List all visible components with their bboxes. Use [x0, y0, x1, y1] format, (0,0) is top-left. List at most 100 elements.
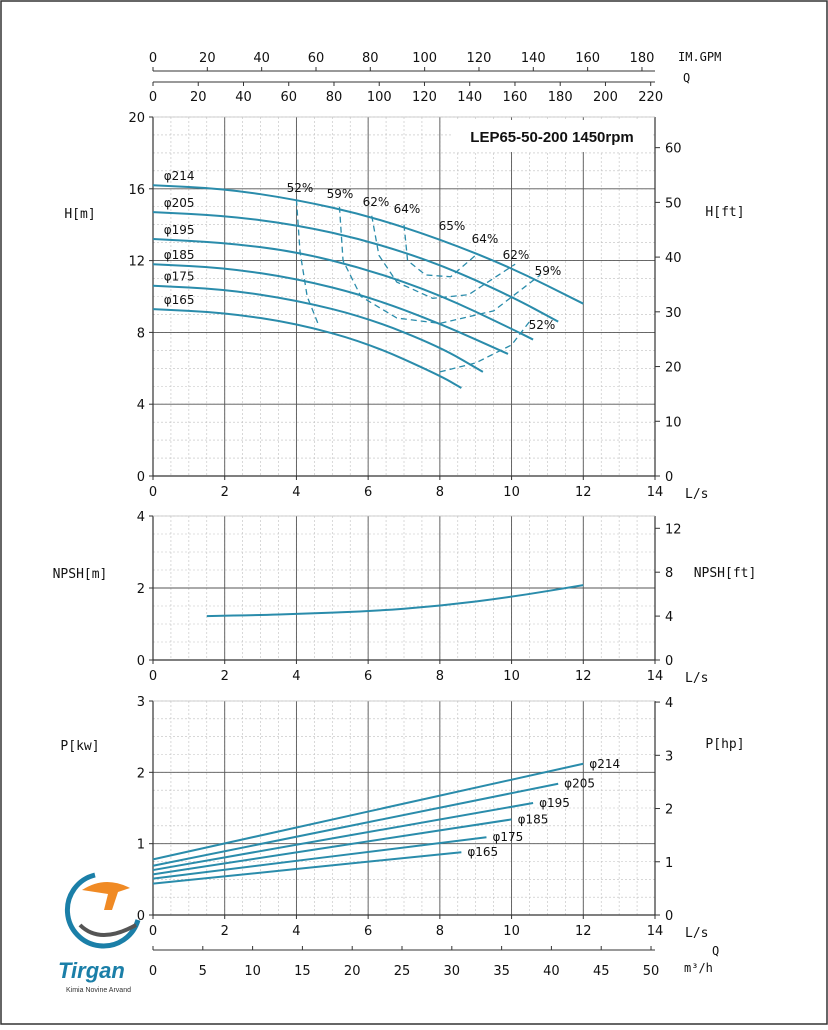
- impeller-label: φ195: [539, 796, 570, 810]
- logo-gear-arc: [78, 923, 137, 937]
- impeller-label: φ185: [518, 812, 549, 826]
- series-line-power-1: [152, 782, 559, 867]
- chart-title: LEP65-50-200 1450rpm: [470, 129, 633, 146]
- y-tick-label: 4: [137, 398, 145, 413]
- efficiency-label: 64%: [472, 232, 499, 246]
- x-tick-label: 6: [364, 485, 372, 500]
- q-tick-label: 220: [638, 90, 663, 105]
- gpm-tick-label: 100: [412, 51, 437, 66]
- x-tick-label: 4: [292, 485, 300, 500]
- logo-name: Tirgan: [58, 958, 125, 983]
- logo-t-shape: [82, 881, 130, 910]
- y2-tick-label: 4: [665, 610, 673, 625]
- series-line-power-4: [152, 836, 487, 880]
- efficiency-label: 62%: [503, 248, 530, 262]
- y2-tick-label: 0: [665, 909, 673, 924]
- q-tick-label: 200: [593, 90, 618, 105]
- series-line-head-0: [152, 184, 584, 305]
- y2-tick-label: 10: [665, 415, 682, 430]
- gpm-tick-label: 180: [630, 51, 655, 66]
- impeller-label: φ214: [164, 169, 195, 183]
- series-line-power-0: [152, 762, 584, 861]
- title-box: [453, 120, 652, 152]
- series-line-power-3: [152, 818, 512, 876]
- q-tick-label: 40: [235, 90, 252, 105]
- q-tick-label: 140: [457, 90, 482, 105]
- efficiency-label: 59%: [327, 187, 354, 201]
- q-tick-label: 120: [412, 90, 437, 105]
- y-tick-label: 20: [128, 111, 145, 126]
- m3h-tick-label: 15: [294, 964, 311, 979]
- y-tick-label: 0: [137, 470, 145, 485]
- y2-tick-label: 0: [665, 470, 673, 485]
- y-tick-label: 0: [137, 909, 145, 924]
- y2-axis-title: P[hp]: [705, 737, 744, 752]
- series-line-npsh-0: [206, 584, 584, 618]
- y2-tick-label: 2: [665, 803, 673, 818]
- gpm-tick-label: 20: [199, 51, 216, 66]
- q-tick-label: 80: [326, 90, 343, 105]
- y2-axis-title: NPSH[ft]: [694, 566, 757, 581]
- y2-tick-label: 50: [665, 196, 682, 211]
- x-tick-label: 0: [149, 485, 157, 500]
- y-tick-label: 12: [128, 255, 145, 270]
- x-axis-unit: L/s: [685, 926, 708, 941]
- series-line-head-2: [152, 238, 534, 341]
- y-tick-label: 2: [137, 582, 145, 597]
- impeller-label: φ175: [492, 830, 523, 844]
- x-tick-label: 10: [503, 485, 520, 500]
- gpm-tick-label: 0: [149, 51, 157, 66]
- x-tick-label: 14: [647, 485, 664, 500]
- efficiency-label: 62%: [363, 195, 390, 209]
- impeller-label: φ195: [164, 223, 195, 237]
- x-tick-label: 0: [149, 924, 157, 939]
- bottom-q-label: Q: [712, 944, 719, 958]
- efficiency-label: 52%: [529, 318, 556, 332]
- y-tick-label: 16: [128, 183, 145, 198]
- x-tick-label: 2: [221, 669, 229, 684]
- series-line-power-5: [152, 851, 462, 885]
- series-line-head-1: [152, 211, 559, 323]
- y-tick-label: 1: [137, 838, 145, 853]
- efficiency-contour: [439, 321, 531, 373]
- y2-tick-label: 1: [665, 856, 673, 871]
- x-tick-label: 12: [575, 669, 592, 684]
- q-tick-label: 0: [149, 90, 157, 105]
- y-tick-label: 0: [137, 654, 145, 669]
- gpm-tick-label: 80: [362, 51, 379, 66]
- m3h-tick-label: 40: [543, 964, 560, 979]
- y2-tick-label: 0: [665, 654, 673, 669]
- efficiency-label: 65%: [439, 219, 466, 233]
- x-tick-label: 0: [149, 669, 157, 684]
- y2-tick-label: 40: [665, 251, 682, 266]
- y2-axis-title: H[ft]: [705, 205, 744, 220]
- efficiency-label: 64%: [394, 202, 421, 216]
- m3h-tick-label: 45: [593, 964, 610, 979]
- series-line-head-4: [152, 284, 484, 373]
- m3h-tick-label: 35: [493, 964, 510, 979]
- gpm-tick-label: 40: [253, 51, 270, 66]
- gpm-tick-label: 140: [521, 51, 546, 66]
- y2-tick-label: 20: [665, 361, 682, 376]
- x-tick-label: 6: [364, 924, 372, 939]
- q-tick-label: 60: [280, 90, 297, 105]
- x-axis-unit: L/s: [685, 671, 708, 686]
- efficiency-contour: [295, 199, 319, 324]
- y2-tick-label: 3: [665, 749, 673, 764]
- m3h-tick-label: 0: [149, 964, 157, 979]
- x-tick-label: 8: [436, 669, 444, 684]
- y-tick-label: 3: [137, 695, 145, 710]
- x-tick-label: 2: [221, 924, 229, 939]
- impeller-label: φ175: [164, 270, 195, 284]
- series-line-power-2: [152, 802, 534, 872]
- q-tick-label: 160: [503, 90, 528, 105]
- x-tick-label: 14: [647, 924, 664, 939]
- efficiency-contour: [403, 224, 477, 278]
- efficiency-contour: [371, 215, 516, 299]
- x-tick-label: 6: [364, 669, 372, 684]
- y2-tick-label: 30: [665, 306, 682, 321]
- x-tick-label: 4: [292, 669, 300, 684]
- y-tick-label: 2: [137, 766, 145, 781]
- impeller-label: φ185: [164, 248, 195, 262]
